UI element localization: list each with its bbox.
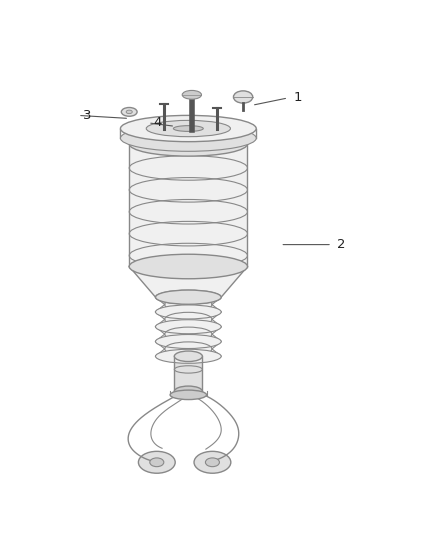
- Text: 2: 2: [337, 238, 346, 251]
- Polygon shape: [129, 266, 247, 297]
- Polygon shape: [174, 356, 202, 391]
- Ellipse shape: [146, 120, 230, 136]
- Ellipse shape: [126, 110, 132, 114]
- Polygon shape: [165, 297, 212, 356]
- Ellipse shape: [155, 290, 221, 304]
- Ellipse shape: [173, 126, 203, 132]
- Ellipse shape: [155, 290, 221, 304]
- Ellipse shape: [182, 91, 201, 99]
- Text: 1: 1: [293, 91, 302, 104]
- Ellipse shape: [155, 320, 221, 334]
- Ellipse shape: [194, 451, 231, 473]
- Text: 4: 4: [153, 116, 162, 130]
- Ellipse shape: [174, 386, 202, 397]
- Ellipse shape: [138, 451, 175, 473]
- Polygon shape: [129, 144, 247, 266]
- Ellipse shape: [205, 458, 219, 467]
- Ellipse shape: [120, 115, 256, 142]
- Ellipse shape: [170, 390, 207, 400]
- Ellipse shape: [155, 335, 221, 349]
- Ellipse shape: [155, 349, 221, 364]
- Ellipse shape: [174, 351, 202, 361]
- Ellipse shape: [120, 125, 256, 151]
- Ellipse shape: [121, 108, 137, 116]
- Ellipse shape: [129, 132, 247, 156]
- Ellipse shape: [150, 458, 164, 467]
- Ellipse shape: [233, 91, 253, 103]
- Ellipse shape: [129, 254, 247, 279]
- Text: 3: 3: [83, 109, 92, 122]
- Ellipse shape: [155, 305, 221, 319]
